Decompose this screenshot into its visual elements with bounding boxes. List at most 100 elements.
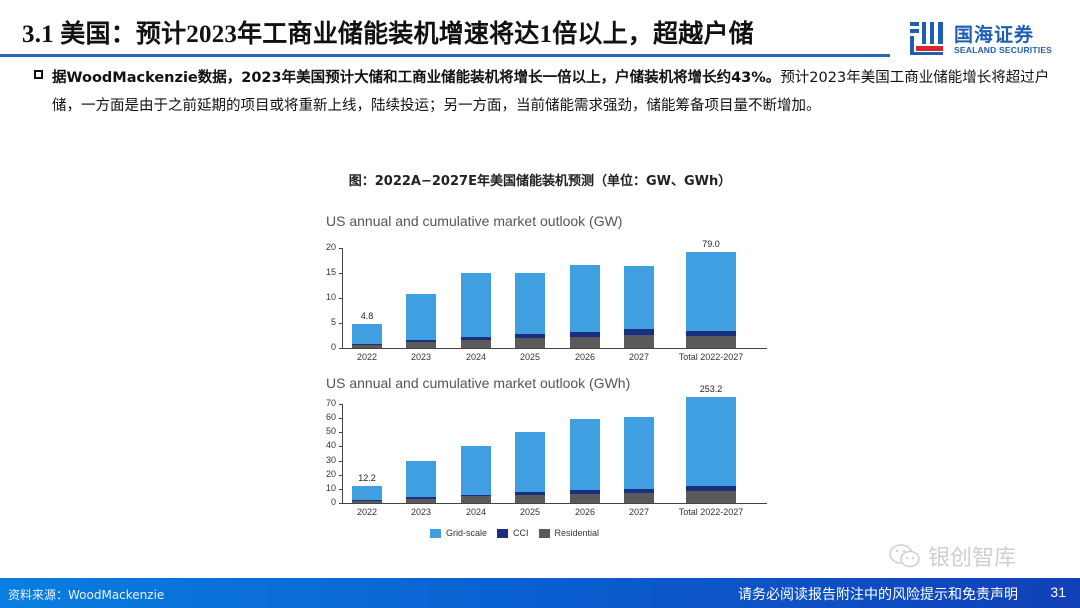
- company-logo: 国海证券 SEALAND SECURITIES: [908, 18, 1068, 60]
- y-tick-label: 70: [325, 398, 336, 408]
- bar-segment-grid-scale: [461, 272, 491, 337]
- y-tick-mark: [339, 474, 343, 476]
- y-tick-mark: [339, 460, 343, 462]
- y-tick-mark: [339, 248, 343, 249]
- y-tick-label: 0: [330, 497, 336, 507]
- y-tick-label: 60: [325, 412, 336, 423]
- legend-label: Residential: [554, 528, 600, 538]
- logo-english-name: SEALAND SECURITIES: [954, 45, 1053, 55]
- y-tick-label: 50: [325, 426, 336, 437]
- y-tick-mark: [339, 418, 343, 420]
- bar-segment-residential: [570, 494, 600, 503]
- bar-segment-residential: [461, 340, 491, 348]
- bar-segment-cci: [624, 488, 654, 494]
- bar-segment-residential: [624, 334, 654, 348]
- y-tick-label: 15: [325, 267, 336, 277]
- bar-segment-cci: [515, 334, 545, 338]
- bar-segment-residential: [686, 490, 736, 503]
- data-source: 资料来源：WoodMackenzie: [8, 588, 165, 602]
- bar-segment-cci: [686, 486, 736, 491]
- bar-segment-grid-scale: [352, 324, 382, 344]
- legend-label: Grid-scale: [446, 528, 488, 538]
- legend-label: CCI: [513, 528, 529, 538]
- y-tick-mark: [339, 298, 343, 299]
- bar-segment-grid-scale: [352, 485, 382, 501]
- chart-gwh: US annual and cumulative market outlook …: [300, 370, 780, 520]
- bar-segment-grid-scale: [686, 252, 736, 331]
- footer-bar: 资料来源：WoodMackenzie 请务必阅读报告附注中的风险提示和免责声明 …: [0, 578, 1080, 608]
- bar-segment-residential: [461, 496, 491, 503]
- bar-segment-grid-scale: [624, 265, 654, 329]
- bar-segment-cci: [406, 340, 436, 342]
- y-tick-label: 40: [325, 440, 336, 451]
- y-tick-label: 20: [325, 242, 336, 252]
- bar-segment-residential: [406, 341, 436, 348]
- y-tick-label: 5: [330, 317, 336, 327]
- y-tick-label: 30: [325, 454, 336, 465]
- legend-item-residential: Residential: [538, 528, 600, 538]
- y-tick-mark: [339, 273, 343, 274]
- y-tick-label: 10: [325, 482, 336, 493]
- x-tick-label: 2022: [356, 352, 378, 362]
- figure-caption: 图：2022A−2027E年美国储能装机预测（单位：GW、GWh）: [348, 174, 732, 189]
- x-tick-label: 2024: [465, 507, 487, 517]
- legend-item-cci: CCI: [497, 528, 529, 538]
- bar-segment-residential: [515, 338, 545, 348]
- y-tick-mark: [339, 432, 343, 434]
- disclaimer-text: 请务必阅读报告附注中的风险提示和免责声明: [738, 587, 1018, 603]
- bar-segment-residential: [406, 498, 436, 503]
- x-tick-label: Total 2022-2027: [678, 352, 744, 362]
- watermark: 银创智库: [888, 540, 1016, 572]
- chart-gw-title: US annual and cumulative market outlook …: [326, 213, 623, 229]
- legend-swatch-grid-scale: [430, 528, 441, 538]
- y-tick-mark: [339, 503, 343, 504]
- legend-item-grid-scale: Grid-scale: [430, 528, 487, 538]
- bar-segment-grid-scale: [515, 272, 545, 334]
- x-tick-label: Total 2022-2027: [678, 507, 744, 517]
- data-label: 4.8: [360, 311, 374, 321]
- bar-segment-grid-scale: [406, 461, 436, 498]
- logo-chinese-name: 国海证券: [954, 24, 1035, 46]
- data-label: 253.2: [699, 383, 723, 394]
- page-number: 31: [1050, 584, 1066, 600]
- chart-gw: US annual and cumulative market outlook …: [300, 205, 780, 365]
- y-tick-mark: [339, 404, 343, 405]
- y-axis: [342, 404, 343, 503]
- title-divider: [0, 54, 890, 57]
- x-axis: [342, 503, 767, 504]
- x-tick-label: 2027: [628, 507, 650, 517]
- legend-swatch-residential: [538, 528, 550, 538]
- y-tick-label: 10: [325, 292, 336, 302]
- bar-segment-cci: [406, 497, 436, 499]
- bar-segment-grid-scale: [461, 445, 491, 495]
- x-tick-label: 2026: [574, 352, 596, 362]
- y-tick-mark: [339, 488, 343, 490]
- bar-segment-cci: [461, 337, 491, 340]
- chart-legend: Grid-scale CCI Residential: [430, 528, 599, 538]
- bar-segment-grid-scale: [624, 416, 654, 489]
- bar-segment-residential: [570, 336, 600, 348]
- data-label: 79.0: [702, 239, 720, 249]
- x-tick-label: 2027: [628, 352, 650, 362]
- bar-segment-residential: [624, 493, 654, 503]
- y-tick-label: 20: [325, 468, 336, 479]
- hollow-square-icon: [34, 70, 43, 79]
- y-tick-label: 0: [330, 342, 336, 352]
- bar-segment-grid-scale: [570, 265, 600, 332]
- wechat-icon: [889, 544, 920, 568]
- bar-segment-grid-scale: [406, 293, 436, 340]
- bar-segment-cci: [570, 489, 600, 495]
- bar-segment-residential: [352, 500, 382, 503]
- bar-segment-cci: [352, 343, 382, 344]
- bar-segment-cci: [624, 329, 654, 335]
- summary-regular-text: 预计2023年美国工商业储能增长将超过户储，一方面是由于之前延期的项目或将重新上…: [52, 70, 1050, 114]
- bar-segment-grid-scale: [570, 418, 600, 490]
- data-label: 12.2: [358, 472, 376, 483]
- x-axis: [342, 348, 767, 349]
- y-tick-mark: [339, 348, 343, 349]
- chart-gwh-title: US annual and cumulative market outlook …: [326, 375, 631, 391]
- x-tick-label: 2024: [465, 352, 487, 362]
- summary-bold-text: 据WoodMackenzie数据，2023年美国预计大储和工商业储能装机将增长一…: [52, 70, 781, 86]
- x-tick-label: 2025: [519, 507, 541, 517]
- bar-segment-grid-scale: [686, 396, 736, 487]
